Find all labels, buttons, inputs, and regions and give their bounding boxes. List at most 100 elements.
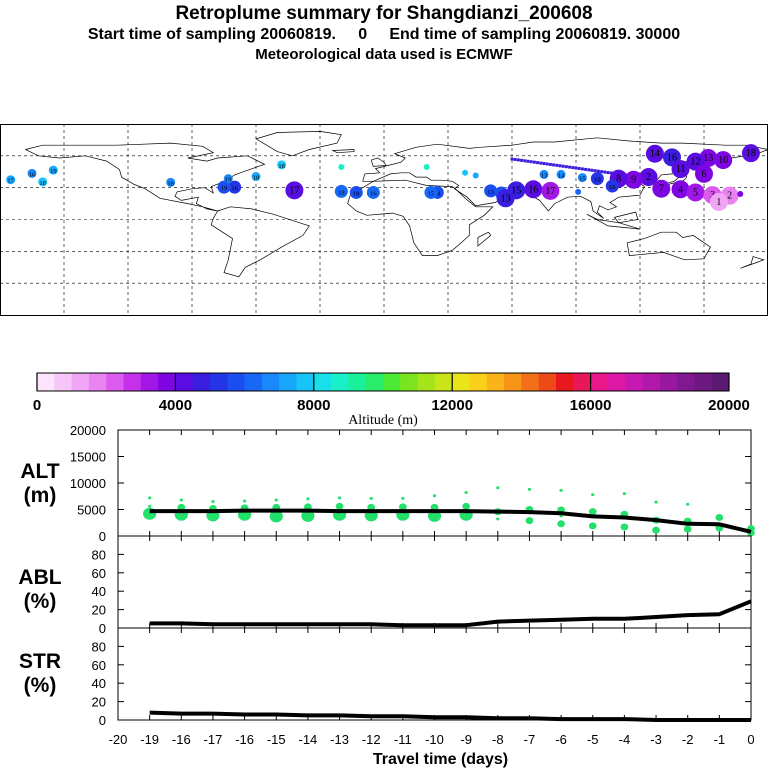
plume-cluster-label: 2 [727, 191, 732, 202]
plume-cluster-label: 18 [253, 175, 260, 182]
plume-cluster-label: 13 [703, 153, 713, 164]
plume-cluster [366, 185, 380, 199]
colorbar-swatch [348, 373, 367, 391]
colorbar-swatch [417, 373, 436, 391]
str-axis-unit: (%) [24, 674, 57, 697]
plume-cluster [423, 163, 430, 170]
release-marker [548, 162, 552, 166]
plume-cluster-label: 17 [7, 178, 14, 185]
plume-cluster [575, 188, 582, 195]
release-marker [545, 162, 549, 166]
alt-axis-label: ALT [20, 460, 59, 483]
colorbar-swatch [400, 373, 418, 391]
x-tick-label: -2 [682, 732, 694, 747]
plume-cluster-label: 3 [710, 190, 715, 201]
plume-cluster [645, 144, 664, 163]
timeseries-panels: 05000100001500020000ALT(m)020406080ABL(%… [18, 423, 755, 768]
abl-axis-unit: (%) [24, 590, 57, 613]
plume-cluster [624, 170, 643, 189]
particle-marker [588, 522, 597, 530]
plume-cluster [671, 160, 690, 179]
plume-cluster [472, 172, 479, 179]
colorbar-swatch [227, 373, 245, 391]
particle-marker [527, 487, 532, 491]
colorbar-tick-label: 4000 [159, 397, 192, 414]
plume-cluster [671, 180, 690, 199]
abl-axis-label: ABL [18, 566, 61, 589]
release-marker [593, 169, 597, 173]
plume-cluster-label: 18 [278, 163, 285, 170]
x-tick-label: -17 [204, 732, 223, 747]
colorbar-swatch [37, 373, 55, 391]
colorbar-swatch [210, 373, 228, 391]
y-tick-label: 0 [99, 529, 106, 544]
release-marker [555, 163, 559, 167]
plume-cluster-label: 14 [558, 172, 565, 179]
colorbar-swatch [556, 373, 574, 391]
coastline-7 [370, 157, 387, 167]
coastline-2 [210, 206, 310, 278]
coastline-1 [255, 131, 342, 157]
colorbar-swatch [573, 373, 591, 391]
release-marker [532, 160, 536, 164]
y-tick-label: 5000 [77, 503, 106, 518]
plume-cluster-label: 16 [528, 184, 538, 195]
colorbar-swatch [365, 373, 384, 391]
plume-cluster [223, 174, 233, 184]
colorbar-swatch [383, 373, 401, 391]
x-tick-label: -14 [299, 732, 318, 747]
plume-cluster [349, 185, 363, 199]
plume-cluster-label: 12 [690, 157, 700, 168]
release-marker [609, 171, 613, 175]
plume-cluster [48, 165, 58, 175]
y-tick-label: 40 [92, 676, 106, 691]
plume-cluster [424, 185, 438, 199]
particle-marker [525, 517, 534, 525]
plume-cluster-label: 16 [370, 190, 377, 197]
alt-panel: 0 5000 10000 15000 20000 ALT(m) [20, 423, 755, 544]
x-tick-label: -13 [330, 732, 349, 747]
plume-cluster-label: 14 [650, 149, 660, 160]
x-tick-label: -1 [714, 732, 726, 747]
y-tick-label: 60 [92, 566, 106, 581]
release-marker [587, 168, 591, 172]
colorbar-swatch [486, 373, 505, 391]
plume-cluster-label: 18 [338, 189, 345, 196]
plume-cluster-label: 15 [511, 185, 521, 196]
release-marker [516, 158, 520, 162]
particle-marker [715, 513, 724, 521]
plume-cluster [541, 181, 560, 200]
y-tick-label: 15000 [70, 450, 106, 465]
particle-marker [686, 502, 690, 506]
plume-cluster [686, 183, 705, 202]
plume-cluster-label: 19 [50, 168, 57, 175]
release-marker [529, 160, 533, 164]
x-tick-label: 0 [747, 732, 754, 747]
x-tick-label: -10 [425, 732, 444, 747]
release-marker [536, 161, 540, 165]
coastline-9 [586, 213, 641, 230]
release-marker [580, 167, 584, 171]
y-tick-label: 20 [92, 603, 106, 618]
chart-title: Retroplume summary for Shangdianzi_20060… [175, 3, 593, 24]
plume-cluster-label: 8 [616, 174, 621, 185]
y-tick-label: 10000 [70, 476, 106, 491]
plume-cluster [714, 151, 733, 170]
altitude-colorbar: 0 4000 8000 12000 16000 20000 Altitude (m) [33, 372, 750, 428]
plume-cluster-label: 13 [487, 189, 494, 196]
plume-cluster [556, 169, 566, 179]
alt-axis-unit: (m) [24, 484, 57, 507]
plume-cluster-label: 9 [631, 175, 636, 186]
x-tick-label: -7 [524, 732, 536, 747]
particle-marker [301, 509, 315, 522]
plume-cluster [652, 179, 671, 198]
particle-marker [242, 499, 247, 503]
particle-marker [369, 496, 373, 500]
coastline-3 [362, 137, 768, 219]
colorbar-swatch [313, 373, 332, 391]
release-marker [571, 166, 575, 170]
particle-marker [148, 496, 152, 500]
x-tick-label: -4 [619, 732, 631, 747]
particle-marker [683, 525, 692, 533]
plume-cluster [338, 163, 345, 170]
